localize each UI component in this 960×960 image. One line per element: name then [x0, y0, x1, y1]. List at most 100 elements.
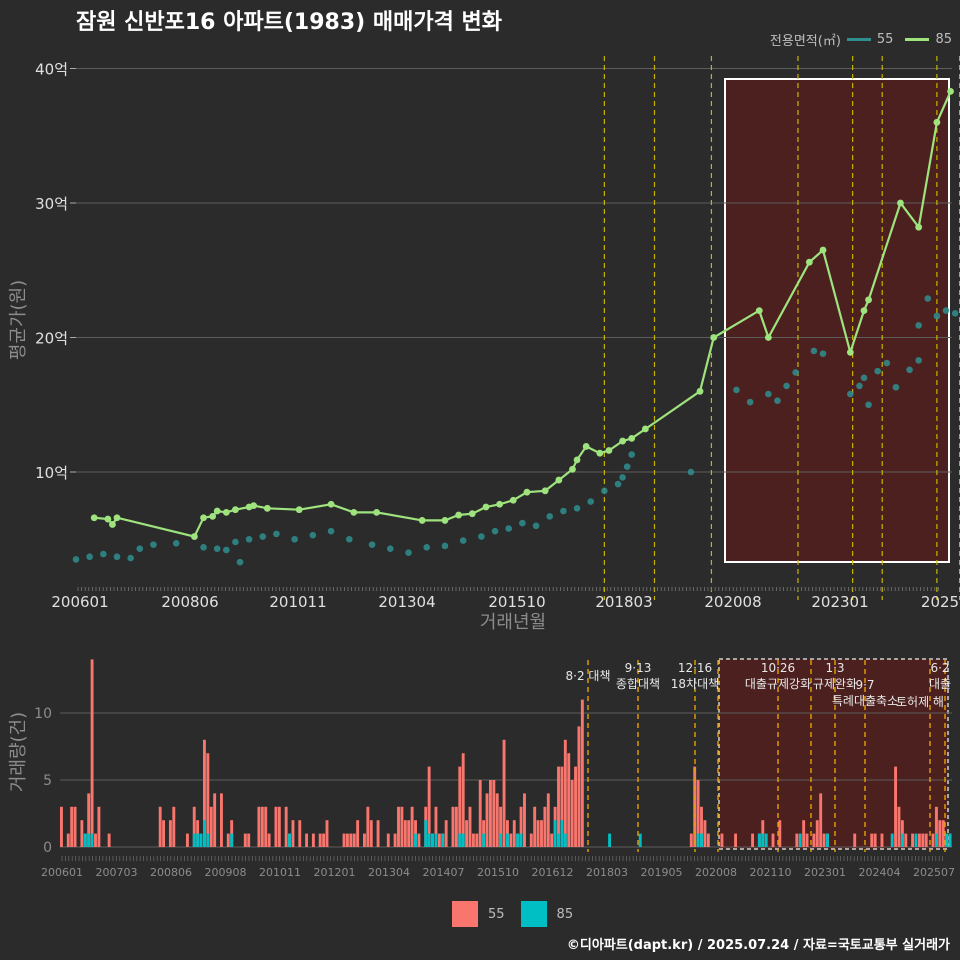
bar-55 — [427, 766, 431, 847]
bar-85 — [499, 833, 503, 847]
bar-85 — [431, 833, 434, 847]
point-55 — [560, 507, 567, 515]
point-55 — [291, 535, 298, 543]
footer-credit: ©디아파트(dapt.kr) / 2025.07.24 / 자료=국토교통부 실… — [566, 938, 950, 953]
bar-55 — [94, 833, 97, 847]
bar-55 — [168, 820, 172, 847]
point-85 — [619, 437, 626, 445]
bar-85 — [761, 833, 765, 847]
point-55 — [587, 498, 595, 505]
x-tick-label-bottom: 202008 — [695, 866, 737, 879]
bar-55 — [397, 806, 400, 847]
bar-55 — [80, 820, 84, 847]
point-55 — [619, 474, 626, 481]
point-85 — [933, 118, 941, 126]
bar-85 — [206, 833, 210, 847]
bar-55 — [488, 780, 492, 847]
point-85 — [109, 521, 116, 528]
point-55 — [519, 519, 526, 527]
point-85 — [846, 348, 854, 356]
point-85 — [468, 510, 476, 518]
point-55 — [245, 535, 253, 543]
bar-85 — [424, 820, 428, 847]
x-tick-label: 201510 — [488, 593, 545, 611]
bar-55 — [519, 806, 523, 847]
point-55 — [345, 535, 353, 543]
bar-55 — [369, 820, 373, 847]
bar-55 — [574, 766, 577, 847]
bar-55 — [485, 793, 489, 847]
x-tick-label: 201803 — [595, 593, 652, 611]
bar-85 — [945, 833, 949, 847]
y-tick-label: 20억 — [35, 330, 68, 348]
point-55 — [505, 525, 513, 532]
bar-55 — [66, 833, 70, 847]
point-85 — [710, 334, 718, 341]
bar-85 — [427, 833, 431, 847]
bar-55 — [911, 833, 915, 847]
legend-swatch-55 — [846, 38, 871, 41]
bar-85 — [798, 833, 802, 847]
bar-85 — [700, 833, 703, 847]
point-55 — [933, 312, 941, 320]
point-85 — [805, 258, 813, 266]
point-85 — [569, 465, 576, 473]
bar-55 — [363, 833, 366, 847]
point-55 — [733, 386, 740, 394]
point-85 — [113, 514, 121, 522]
x-tick-label-bottom: 200601 — [41, 866, 83, 879]
point-55 — [810, 347, 818, 355]
bar-55 — [318, 833, 322, 847]
bar-55 — [700, 806, 703, 847]
bar-55 — [894, 766, 898, 847]
bar-85 — [557, 833, 560, 847]
bar-55 — [342, 833, 346, 847]
x-tick-label-bottom: 201407 — [423, 866, 465, 879]
x-tick-label-bottom: 202507 — [913, 866, 955, 879]
point-85 — [596, 449, 604, 457]
bar-55 — [492, 780, 496, 847]
point-85 — [819, 246, 827, 254]
point-85 — [764, 334, 772, 341]
bar-85 — [934, 833, 938, 847]
bar-85 — [948, 833, 952, 847]
bar-85 — [519, 833, 523, 847]
bar-55 — [206, 753, 210, 847]
annotation-label: 대출 — [929, 677, 951, 691]
point-55 — [309, 531, 317, 539]
point-55 — [223, 546, 230, 554]
bar-55 — [540, 820, 543, 847]
point-55 — [924, 295, 932, 302]
x-tick-label-bottom: 202110 — [750, 866, 792, 879]
bar-55 — [802, 820, 806, 847]
annotation-label: 규제완화 — [813, 677, 857, 691]
point-55 — [906, 366, 913, 374]
bar-55 — [689, 833, 693, 847]
bar-55 — [60, 806, 63, 847]
point-85 — [860, 307, 868, 314]
bar-55 — [70, 806, 74, 847]
bar-85 — [560, 820, 564, 847]
point-55 — [423, 544, 431, 551]
bar-55 — [386, 833, 390, 847]
bar-55 — [938, 820, 942, 847]
point-55 — [386, 545, 394, 552]
annotation-label: 1·3 — [825, 661, 844, 675]
point-55 — [113, 553, 121, 561]
point-55 — [172, 539, 180, 547]
bar-85 — [638, 833, 642, 847]
bar-55 — [805, 833, 809, 847]
bar-55 — [458, 766, 462, 847]
bar-55 — [403, 820, 407, 847]
annotation-label: 대출규제강화 — [745, 677, 811, 691]
point-55 — [856, 382, 863, 390]
annotation-label: 9·7 — [855, 678, 874, 692]
bar-55 — [356, 820, 360, 847]
y-axis-title-bottom: 거래량(건) — [8, 712, 29, 792]
bar-55 — [468, 806, 472, 847]
bar-55 — [523, 793, 526, 847]
bar-85 — [230, 833, 234, 847]
point-55 — [942, 307, 950, 314]
bar-55 — [703, 820, 707, 847]
